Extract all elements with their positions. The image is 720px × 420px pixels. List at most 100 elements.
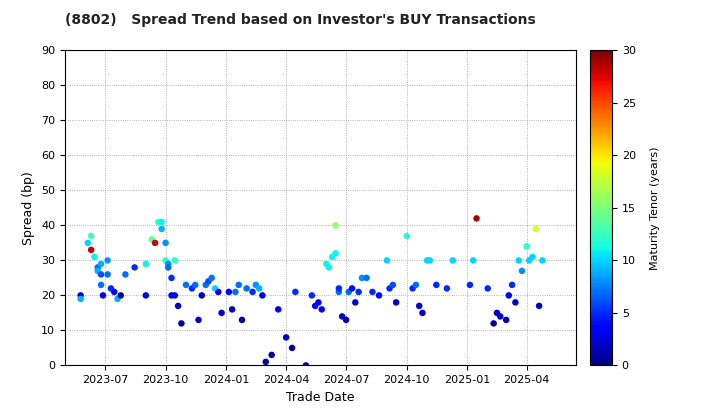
Point [180,281,192,288]
Point [166,292,177,299]
Point [75,296,86,302]
Point [510,299,521,306]
Point [330,222,341,229]
Point [212,289,224,295]
Point [210,285,221,292]
Point [193,317,204,323]
Point [306,292,318,299]
Point [447,257,459,264]
Point [491,310,503,316]
Point [521,243,532,250]
Point [160,239,171,246]
Point [153,218,164,225]
Point [513,257,524,264]
Point [349,299,361,306]
Point [95,281,107,288]
Point [140,292,152,299]
Point [86,247,97,253]
Point [353,289,364,295]
Point [410,281,422,288]
Point [86,233,97,239]
Point [200,281,212,288]
Point [146,236,158,243]
Point [115,292,127,299]
Point [280,334,292,341]
Point [202,278,214,285]
Point [488,320,500,327]
Point [326,254,338,260]
Point [289,289,301,295]
Point [169,292,181,299]
Point [516,268,528,274]
Point [166,275,177,281]
Point [102,271,113,278]
Point [495,313,506,320]
Point [266,352,277,358]
Point [300,362,312,369]
Point [272,306,284,313]
Point [417,310,428,316]
Point [346,285,358,292]
Point [323,264,335,271]
Point [112,296,123,302]
Point [421,257,433,264]
Point [223,289,235,295]
Point [163,264,174,271]
Point [89,254,100,260]
Point [156,218,167,225]
Point [343,289,354,295]
Point [260,359,271,365]
Point [536,257,548,264]
Point [530,226,541,232]
Point [109,289,120,295]
Point [361,275,372,281]
Point [169,257,181,264]
Point [172,302,184,309]
Point [95,271,107,278]
Point [140,260,152,267]
Point [316,306,328,313]
Y-axis label: Spread (bp): Spread (bp) [22,171,35,245]
Point [373,292,384,299]
Point [75,292,86,299]
Point [156,226,167,232]
Point [163,260,174,267]
Point [233,281,245,288]
Text: (8802)   Spread Trend based on Investor's BUY Transactions: (8802) Spread Trend based on Investor's … [65,13,536,26]
Point [176,320,187,327]
Point [407,285,418,292]
Point [102,257,113,264]
Point [467,257,479,264]
Point [105,285,117,292]
Point [247,289,258,295]
Point [206,275,217,281]
Point [241,285,253,292]
Point [226,306,238,313]
Point [333,289,345,295]
Point [381,257,392,264]
Point [256,292,268,299]
Point [160,257,171,264]
Point [506,281,518,288]
Point [230,289,241,295]
Point [312,299,324,306]
Point [464,281,476,288]
Point [92,268,104,274]
Point [287,344,298,351]
Point [471,215,482,222]
Point [341,317,352,323]
Point [310,302,321,309]
Point [97,292,109,299]
Point [189,281,201,288]
Point [424,257,436,264]
Point [503,292,515,299]
Point [196,292,207,299]
Point [320,260,332,267]
Point [431,281,442,288]
Point [366,289,378,295]
Point [216,310,228,316]
Point [250,281,261,288]
Point [441,285,453,292]
Point [482,285,493,292]
Point [149,239,161,246]
